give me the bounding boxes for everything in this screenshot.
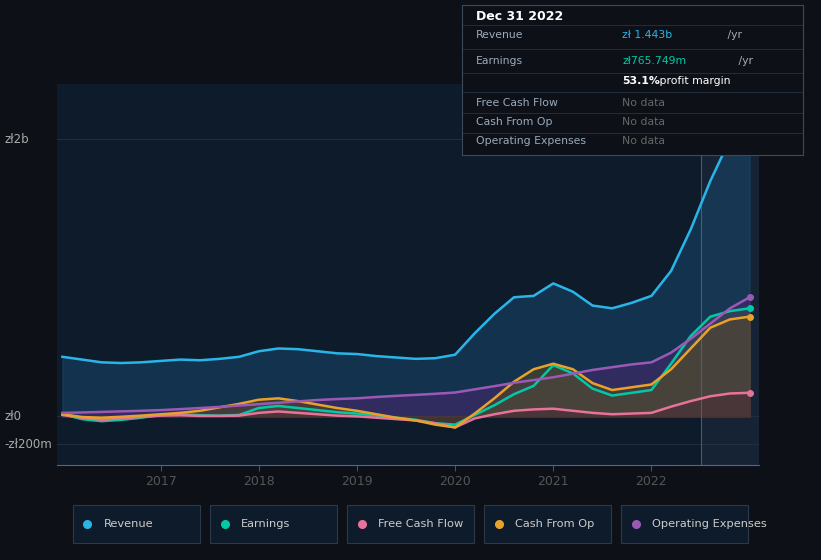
Text: No data: No data: [622, 137, 665, 147]
FancyBboxPatch shape: [484, 505, 611, 543]
Text: zł2b: zł2b: [4, 133, 29, 146]
Text: zł 1.443b: zł 1.443b: [622, 30, 672, 40]
Text: /yr: /yr: [735, 55, 753, 66]
Text: No data: No data: [622, 117, 665, 127]
FancyBboxPatch shape: [621, 505, 749, 543]
Text: Earnings: Earnings: [241, 519, 291, 529]
FancyBboxPatch shape: [209, 505, 337, 543]
Text: Cash From Op: Cash From Op: [475, 117, 553, 127]
Text: Earnings: Earnings: [475, 55, 523, 66]
Text: Free Cash Flow: Free Cash Flow: [475, 97, 557, 108]
Text: -zł200m: -zł200m: [4, 437, 52, 451]
Text: Cash From Op: Cash From Op: [516, 519, 594, 529]
Text: Operating Expenses: Operating Expenses: [653, 519, 767, 529]
Text: No data: No data: [622, 97, 665, 108]
Text: zł765.749m: zł765.749m: [622, 55, 686, 66]
Text: Operating Expenses: Operating Expenses: [475, 137, 585, 147]
Text: 53.1%: 53.1%: [622, 77, 660, 86]
FancyBboxPatch shape: [72, 505, 200, 543]
Text: Free Cash Flow: Free Cash Flow: [378, 519, 463, 529]
Bar: [700, 84, 759, 465]
Text: /yr: /yr: [723, 30, 741, 40]
FancyBboxPatch shape: [347, 505, 475, 543]
Text: Revenue: Revenue: [103, 519, 154, 529]
Text: zł0: zł0: [4, 410, 21, 423]
Text: Dec 31 2022: Dec 31 2022: [475, 11, 563, 24]
Text: profit margin: profit margin: [656, 77, 731, 86]
Text: Revenue: Revenue: [475, 30, 523, 40]
